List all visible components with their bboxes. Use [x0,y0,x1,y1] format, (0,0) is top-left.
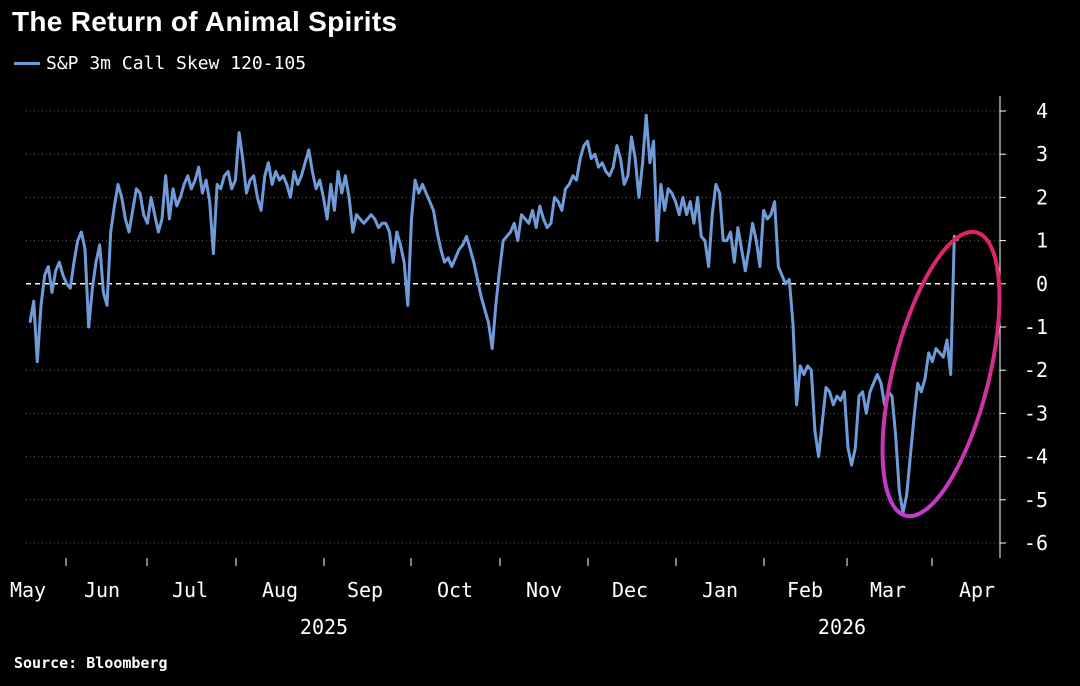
x-tick-label: Jun [84,578,120,602]
y-tick-label: -4 [1024,445,1048,469]
chart-title: The Return of Animal Spirits [12,6,398,37]
source-note: Source: Bloomberg [14,654,168,672]
y-tick-label: 2 [1036,185,1048,209]
x-tick-label: Aug [262,578,298,602]
x-tick-label: Jan [702,578,738,602]
y-tick-label: 3 [1036,142,1048,166]
plot [28,113,960,515]
y-tick-label: -1 [1024,315,1048,339]
series-line [28,113,960,515]
legend-swatch [14,61,40,65]
y-tick-label: -3 [1024,401,1048,425]
legend: S&P 3m Call Skew 120-105 [14,52,306,74]
x-tick-label: May [10,578,46,602]
x-tick-label: Dec [612,578,648,602]
x-tick-label: Nov [526,578,562,602]
y-tick-label: -5 [1024,488,1048,512]
legend-label: S&P 3m Call Skew 120-105 [46,52,307,74]
x-tick-label: Jul [172,578,208,602]
x-tick-label: Oct [437,578,473,602]
y-tick-label: 4 [1036,99,1048,123]
year-label: 2025 [300,615,348,639]
x-tick-label: Apr [959,578,995,602]
y-tick-label: 1 [1036,229,1048,253]
x-axis: May Jun Jul Aug Sep Oct Nov Dec Jan Feb Mar Apr 2025… [10,558,995,639]
x-tick-label: Feb [787,578,823,602]
year-label: 2026 [818,615,866,639]
y-tick-label: 0 [1036,272,1048,296]
y-axis: 4 3 2 1 0 -1 -2 -3 -4 -5 -6 [999,96,1048,558]
x-tick-label: Mar [870,578,906,602]
highlight-ellipse [880,229,1002,519]
x-tick-label: Sep [347,578,383,602]
highlight [880,229,1002,519]
y-tick-label: -2 [1024,358,1048,382]
y-tick-label: -6 [1024,531,1048,555]
grid [26,110,1000,544]
